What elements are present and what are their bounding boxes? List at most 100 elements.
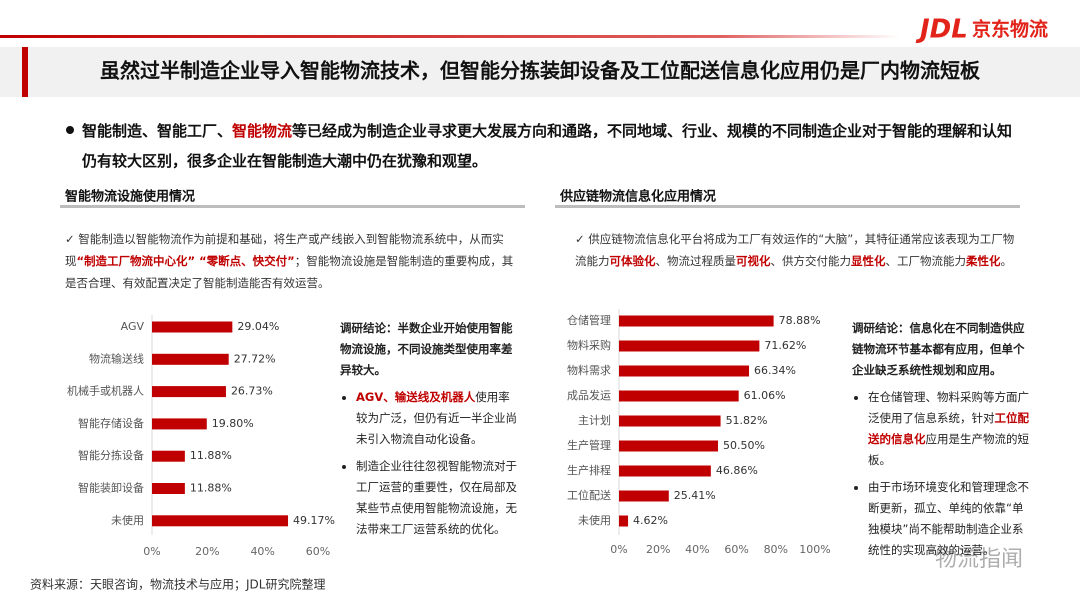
conclusion-list: 在仓储管理、物料采购等方面广泛使用了信息系统，针对工位配送的信息化应用是生产物流…	[852, 387, 1032, 561]
bar	[152, 386, 226, 398]
conclusion-item: 制造企业往往忽视智能物流对于工厂运营的重要性，仅在局部及某些节点使用智能物流设施…	[356, 456, 520, 540]
x-tick-label: 40%	[685, 543, 709, 556]
conclusion-list: AGV、输送线及机器人使用率较为广泛，但仍有近一半企业尚未引入物流自动化设备。制…	[340, 387, 520, 540]
emphasis-text: AGV、输送线及机器人	[356, 390, 476, 404]
bar	[619, 515, 629, 527]
value-label: 66.34%	[754, 364, 796, 377]
emphasis-text: 智能物流	[232, 122, 293, 140]
heading-rule	[555, 205, 1020, 208]
bar	[619, 465, 711, 477]
text: 使用率较为广泛，但仍有近一半企业尚未引入物流自动化设备。	[356, 390, 517, 446]
category-label: 工位配送	[567, 488, 611, 502]
logo-name: 京东物流	[972, 18, 1048, 41]
slide-title: 虽然过半制造企业导入智能物流技术，但智能分拣装卸设备及工位配送信息化应用仍是厂内…	[100, 59, 981, 83]
value-label: 29.04%	[237, 320, 279, 333]
category-label: 物料采购	[567, 338, 611, 352]
value-label: 78.88%	[779, 314, 821, 327]
text: 供应链物流信息化平台将成为工厂有效运作的“大脑”，其特征通常应该表现为工厂物流能…	[575, 232, 1015, 268]
category-label: 机械手或机器人	[67, 384, 144, 398]
text: ；智能物流设施是智能制造的重要构成，其是否合理、有效配置决定了智能制造能否有效运…	[65, 254, 514, 290]
text: 智能制造、智能工厂、	[82, 122, 233, 140]
bar	[619, 415, 721, 427]
text: 制造企业往往忽视智能物流对于工厂运营的重要性，仅在局部及某些节点使用智能物流设施…	[356, 459, 517, 536]
value-label: 51.82%	[726, 414, 768, 427]
x-tick-label: 100%	[799, 543, 830, 556]
category-label: 生产排程	[567, 463, 611, 477]
section-heading: 智能物流设施使用情况	[65, 189, 195, 205]
value-label: 61.06%	[744, 389, 786, 402]
text: 。	[1000, 254, 1013, 268]
category-label: AGV	[121, 320, 145, 333]
text: 智能制造以智能物流作为前提和基础，将生产或产线嵌入到智能物流系统中，从而实现	[65, 232, 504, 268]
text: 等已经成为制造企业寻求更大发展方向和通路，不同地域、行业、规模的不同制造企业对于…	[82, 122, 1013, 170]
bar	[152, 418, 207, 430]
value-label: 50.50%	[723, 439, 765, 452]
note-text: 智能制造以智能物流作为前提和基础，将生产或产线嵌入到智能物流系统中，从而实现“制…	[65, 232, 513, 290]
check: ✓	[65, 232, 79, 246]
value-label: 11.88%	[190, 449, 232, 462]
value-label: 11.88%	[190, 482, 232, 495]
conclusion: 调研结论：半数企业开始使用智能物流设施，不同设施类型使用率差异较大。 AGV、输…	[340, 318, 520, 540]
value-label: 49.17%	[293, 514, 335, 527]
text: 应用是生产物流的短板。	[868, 432, 1029, 467]
conclusion-item: 由于市场环境变化和管理理念不断更新，孤立、单纯的依靠“单独模块”尚不能帮助制造企…	[868, 477, 1032, 561]
emphasis-text: 可体验化	[609, 254, 656, 268]
emphasis-text: 柔性化	[966, 254, 1001, 268]
conclusion-item: 在仓储管理、物料采购等方面广泛使用了信息系统，针对工位配送的信息化应用是生产物流…	[868, 387, 1032, 471]
category-label: 智能装卸设备	[78, 481, 144, 495]
intro: 智能制造、智能工厂、智能物流等已经成为制造企业寻求更大发展方向和通路，不同地域、…	[82, 116, 1022, 176]
value-label: 71.62%	[764, 339, 806, 352]
category-label: 生产管理	[567, 438, 611, 452]
text: 、供方交付能力	[770, 254, 852, 268]
bar	[619, 340, 760, 352]
bar	[619, 390, 739, 402]
text: 由于市场环境变化和管理理念不断更新，孤立、单纯的依靠“单独模块”尚不能帮助制造企…	[868, 480, 1029, 557]
note: ✓ 智能制造以智能物流作为前提和基础，将生产或产线嵌入到智能物流系统中，从而实现…	[65, 228, 520, 294]
note: ✓ 供应链物流信息化平台将成为工厂有效运作的“大脑”，其特征通常应该表现为工厂物…	[575, 228, 1025, 272]
watermark: 物流指闻	[935, 547, 1023, 572]
source-note: 资料来源：天眼咨询，物流技术与应用；JDL研究院整理	[30, 577, 325, 592]
conclusion-head: 调研结论：信息化在不同制造供应链物流环节基本都有应用，但单个企业缺乏系统性规划和…	[852, 321, 1025, 377]
bar	[152, 450, 185, 462]
emphasis-text: 可视化	[736, 254, 771, 268]
value-label: 19.80%	[212, 417, 254, 430]
title-accent	[22, 47, 28, 97]
bar	[619, 440, 718, 452]
category-label: 未使用	[111, 514, 144, 527]
bar	[152, 353, 229, 365]
value-label: 25.41%	[674, 489, 716, 502]
x-tick-label: 40%	[250, 545, 274, 558]
heading-rule	[60, 205, 525, 208]
conclusion-head: 调研结论：半数企业开始使用智能物流设施，不同设施类型使用率差异较大。	[340, 321, 513, 377]
bullet-dot	[66, 126, 74, 134]
category-label: 仓储管理	[567, 313, 611, 327]
bar	[152, 515, 289, 527]
x-tick-label: 0%	[610, 543, 627, 556]
bar	[152, 321, 233, 333]
note-text: 供应链物流信息化平台将成为工厂有效运作的“大脑”，其特征通常应该表现为工厂物流能…	[575, 232, 1014, 268]
category-label: 成品发运	[567, 388, 611, 402]
emphasis-text: “制造工厂物流中心化” “零断点、快交付”	[76, 254, 295, 268]
emphasis-text: 工位配送的信息化	[868, 411, 1029, 446]
x-tick-label: 20%	[646, 543, 670, 556]
category-label: 未使用	[578, 514, 611, 527]
text: 在仓储管理、物料采购等方面广泛使用了信息系统，针对	[868, 390, 1029, 425]
value-label: 4.62%	[633, 514, 668, 527]
category-label: 物料需求	[567, 363, 611, 377]
conclusion-item: AGV、输送线及机器人使用率较为广泛，但仍有近一半企业尚未引入物流自动化设备。	[356, 387, 520, 450]
title-band	[0, 47, 1080, 97]
bar	[619, 490, 669, 502]
bar	[619, 315, 774, 327]
top-rule	[0, 35, 900, 38]
value-label: 27.72%	[234, 352, 276, 365]
logo-mark: JDL	[915, 15, 968, 45]
x-tick-label: 60%	[724, 543, 748, 556]
text: 、物流过程质量	[655, 254, 737, 268]
category-label: 物流输送线	[89, 351, 144, 365]
section-heading: 供应链物流信息化应用情况	[559, 189, 716, 205]
text: 、工厂物流能力	[885, 254, 967, 268]
check: ✓	[575, 232, 589, 246]
emphasis-text: 显性化	[851, 254, 886, 268]
bar	[152, 483, 185, 494]
